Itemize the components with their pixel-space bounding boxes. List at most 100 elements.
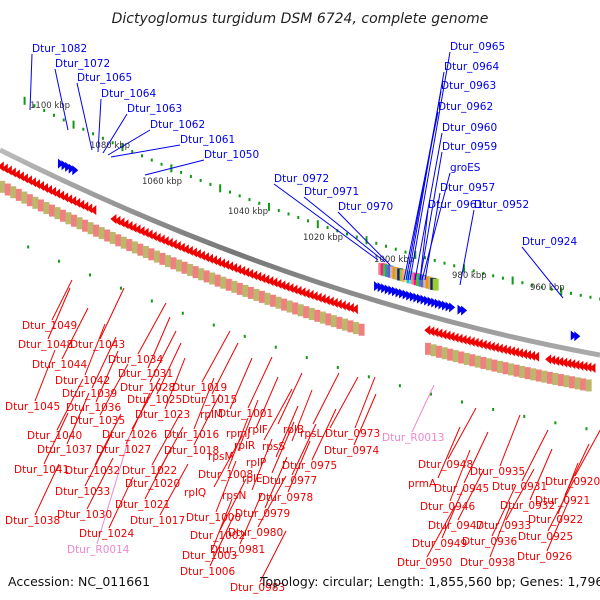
scale-tick — [287, 212, 290, 216]
forward-gene — [381, 283, 388, 294]
leader-line — [505, 468, 535, 521]
scale-tick — [23, 96, 26, 105]
scale-tick — [346, 232, 349, 236]
cog-box — [98, 227, 105, 240]
scale-tick — [209, 182, 212, 186]
reverse-gene — [122, 219, 129, 230]
reverse-gene — [500, 344, 507, 355]
gene-label: Dtur_1022 — [122, 465, 177, 477]
leader-line — [303, 196, 386, 263]
cog-box — [209, 272, 216, 285]
reverse-gene — [492, 342, 499, 353]
scale-tick — [121, 143, 124, 152]
reverse-gene — [488, 341, 495, 352]
forward-gene — [57, 158, 64, 169]
gene-label: Dtur_1036 — [66, 402, 121, 414]
gene-label: Dtur_1082 — [32, 43, 87, 55]
leader-line — [255, 376, 279, 429]
reverse-gene — [198, 250, 205, 261]
scale-tick — [131, 150, 134, 154]
scale-tick — [375, 241, 378, 245]
scale-tick-inner — [274, 345, 277, 349]
forward-gene — [399, 288, 406, 299]
leader-line — [463, 431, 489, 484]
reverse-gene — [142, 227, 149, 238]
cog-box — [341, 318, 348, 331]
reverse-gene — [295, 285, 302, 296]
reverse-gene — [186, 245, 193, 256]
scale-tick — [248, 198, 251, 202]
leader-line — [311, 408, 337, 461]
leader-line — [99, 287, 125, 340]
cog-box — [325, 313, 332, 326]
gene-label: Dtur_1043 — [70, 339, 125, 351]
forward-gene — [574, 331, 581, 342]
scale-tick — [385, 244, 388, 248]
cog-box — [336, 316, 343, 329]
leader-line — [110, 144, 181, 158]
leader-line — [257, 475, 287, 528]
leader-line — [215, 460, 237, 513]
gene-label: Dtur_0947 — [428, 520, 483, 532]
reverse-gene — [170, 239, 177, 250]
reverse-gene — [166, 237, 173, 248]
cog-box — [497, 360, 504, 373]
gene-label: Dtur_1061 — [180, 134, 235, 146]
reverse-gene — [351, 304, 358, 315]
leader-line — [95, 350, 119, 403]
reverse-gene — [464, 335, 471, 346]
map-title: Dictyoglomus turgidum DSM 6724, complete… — [112, 11, 489, 27]
leader-line — [459, 209, 475, 286]
gene-label: Dtur_1016 — [164, 429, 219, 441]
leader-line — [247, 356, 273, 409]
gene-label: rpmJ — [226, 428, 250, 440]
gene-label: Dtur_1040 — [27, 430, 82, 442]
reverse-gene — [5, 165, 12, 176]
gene-label: Dtur_1027 — [96, 444, 151, 456]
reverse-gene — [472, 337, 479, 348]
cog-box — [292, 302, 299, 315]
scale-tick-inner — [27, 245, 30, 249]
leader-line — [273, 183, 379, 261]
scale-tick — [141, 154, 144, 158]
leader-line — [337, 211, 391, 266]
cog-box — [314, 309, 321, 322]
cog-box — [474, 355, 481, 368]
gene-label: Dtur_0981 — [210, 544, 265, 556]
cog-box — [231, 280, 238, 293]
scale-label: 1000 kbp — [374, 255, 414, 265]
cog-box — [458, 351, 465, 364]
reverse-gene — [74, 197, 81, 208]
scale-tick-inner — [150, 299, 153, 303]
scale-tick — [258, 201, 261, 205]
reverse-gene — [206, 253, 213, 264]
reverse-gene — [210, 255, 217, 266]
gene-label: Dtur_1041 — [14, 464, 69, 476]
forward-gene — [431, 297, 438, 308]
reverse-gene — [436, 328, 443, 339]
leader-line — [144, 447, 172, 500]
cog-box — [303, 306, 310, 319]
gene-label: Dtur_0957 — [440, 182, 495, 194]
scale-tick — [531, 283, 534, 287]
scale-tick — [43, 108, 46, 112]
forward-gene — [406, 290, 413, 301]
gene-label: Dtur_0924 — [522, 236, 577, 248]
gene-label: rplB — [283, 424, 304, 436]
reverse-gene — [227, 261, 234, 272]
forward-gene — [65, 161, 72, 172]
reverse-gene — [343, 301, 350, 312]
cog-box — [425, 342, 432, 355]
cog-box — [236, 282, 243, 295]
reverse-gene — [520, 349, 527, 360]
leader-line — [441, 486, 465, 539]
reverse-gene — [444, 330, 451, 341]
reverse-gene — [182, 244, 189, 255]
cog-box — [432, 278, 439, 291]
gene-label: Dtur_0932 — [500, 500, 555, 512]
leader-line — [521, 429, 549, 482]
gene-label: Dtur_1072 — [55, 58, 110, 70]
reverse-gene — [589, 363, 596, 374]
cog-box — [214, 274, 221, 287]
scale-tick — [589, 295, 592, 299]
